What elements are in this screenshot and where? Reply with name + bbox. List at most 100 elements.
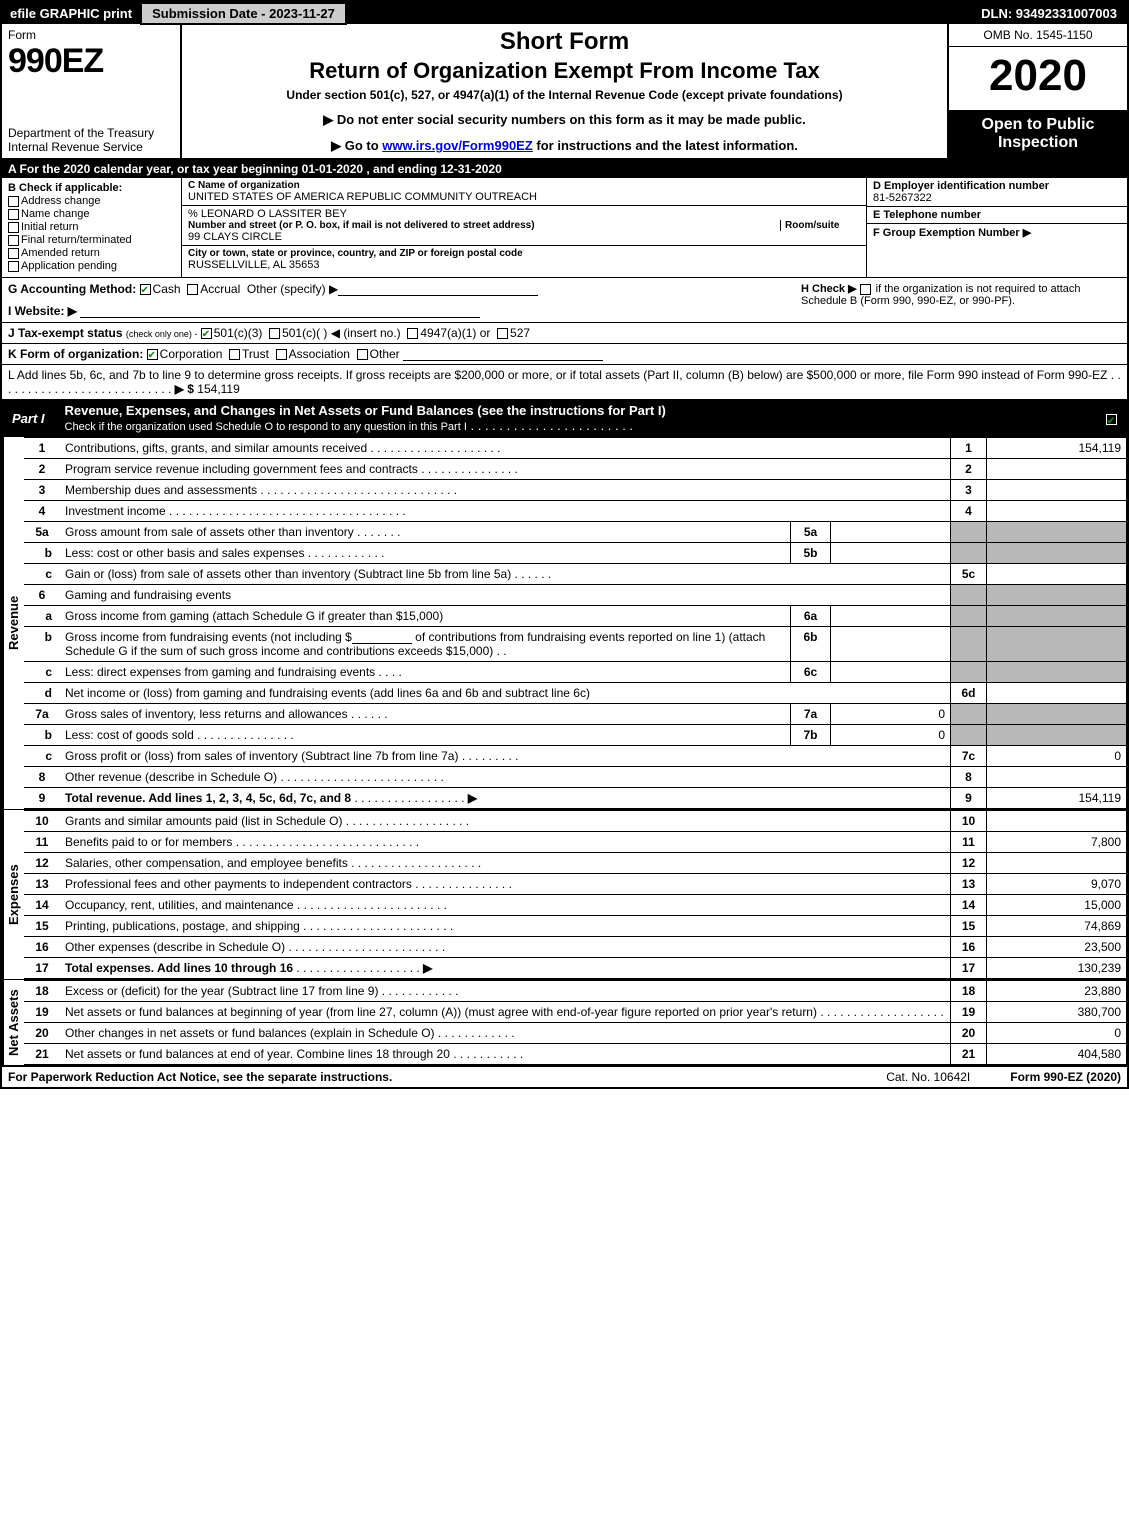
line-5a-value [831, 522, 951, 543]
box-d-e-f: D Employer identification number 81-5267… [867, 178, 1127, 277]
line-6: 6Gaming and fundraising events [24, 585, 1127, 606]
part-1-check[interactable] [1097, 411, 1127, 426]
line-9: 9Total revenue. Add lines 1, 2, 3, 4, 5c… [24, 788, 1127, 809]
check-application-pending[interactable]: Application pending [8, 260, 175, 272]
i-label: I Website: ▶ [8, 304, 77, 318]
city-state-zip: RUSSELLVILLE, AL 35653 [188, 259, 860, 271]
street-address: 99 CLAYS CIRCLE [188, 231, 860, 243]
line-4-value [987, 501, 1127, 522]
line-6c-value [831, 662, 951, 683]
line-11: 11Benefits paid to or for members . . . … [24, 832, 1127, 853]
l-text: L Add lines 5b, 6c, and 7b to line 9 to … [8, 368, 1107, 382]
check-initial-return[interactable]: Initial return [8, 221, 175, 233]
page-footer: For Paperwork Reduction Act Notice, see … [2, 1065, 1127, 1087]
website-input[interactable] [80, 304, 480, 318]
check-527[interactable] [497, 328, 508, 339]
line-6c: cLess: direct expenses from gaming and f… [24, 662, 1127, 683]
line-6d: dNet income or (loss) from gaming and fu… [24, 683, 1127, 704]
form-container: efile GRAPHIC print Submission Date - 20… [0, 0, 1129, 1089]
line-7c: cGross profit or (loss) from sales of in… [24, 746, 1127, 767]
check-4947[interactable] [407, 328, 418, 339]
line-5b-value [831, 543, 951, 564]
section-a: A For the 2020 calendar year, or tax yea… [2, 160, 1127, 178]
efile-label: efile GRAPHIC print [2, 4, 140, 23]
check-name-change[interactable]: Name change [8, 208, 175, 220]
d-label: D Employer identification number [873, 180, 1121, 192]
check-501c3[interactable] [201, 328, 212, 339]
c-name-label: C Name of organization [188, 180, 860, 191]
row-g: G Accounting Method: Cash Accrual Other … [8, 282, 801, 318]
line-4: 4Investment income . . . . . . . . . . .… [24, 501, 1127, 522]
line-12: 12Salaries, other compensation, and empl… [24, 853, 1127, 874]
line-7c-value: 0 [987, 746, 1127, 767]
line-13-value: 9,070 [987, 874, 1127, 895]
net-assets-vert-label: Net Assets [2, 980, 24, 1065]
check-corporation[interactable] [147, 349, 158, 360]
check-trust[interactable] [229, 349, 240, 360]
line-18: 18Excess or (deficit) for the year (Subt… [24, 981, 1127, 1002]
line-5c-value [987, 564, 1127, 585]
part-1-header: Part I Revenue, Expenses, and Changes in… [2, 400, 1127, 436]
line-16-value: 23,500 [987, 937, 1127, 958]
identity-block: B Check if applicable: Address change Na… [2, 178, 1127, 278]
header-left: Form 990EZ Department of the Treasury In… [2, 24, 182, 158]
form-word: Form [8, 28, 174, 42]
revenue-section: Revenue 1Contributions, gifts, grants, a… [2, 436, 1127, 809]
h-label: H Check ▶ [801, 283, 857, 295]
expenses-vert-label: Expenses [2, 810, 24, 979]
cat-no: Cat. No. 10642I [846, 1070, 1010, 1084]
line-7b: bLess: cost of goods sold . . . . . . . … [24, 725, 1127, 746]
row-l: L Add lines 5b, 6c, and 7b to line 9 to … [2, 365, 1127, 400]
line-2-value [987, 459, 1127, 480]
line-15-value: 74,869 [987, 916, 1127, 937]
check-accrual[interactable] [187, 284, 198, 295]
line-1-value: 154,119 [987, 438, 1127, 459]
check-amended-return[interactable]: Amended return [8, 247, 175, 259]
instruction-1: ▶ Do not enter social security numbers o… [192, 112, 937, 128]
line-1: 1Contributions, gifts, grants, and simil… [24, 438, 1127, 459]
line-13: 13Professional fees and other payments t… [24, 874, 1127, 895]
city-label: City or town, state or province, country… [188, 248, 860, 259]
j-sub: (check only one) - [126, 329, 198, 339]
line-6b-amount-input[interactable] [352, 630, 412, 644]
care-of: % LEONARD O LASSITER BEY [188, 208, 860, 220]
line-16: 16Other expenses (describe in Schedule O… [24, 937, 1127, 958]
line-10: 10Grants and similar amounts paid (list … [24, 811, 1127, 832]
check-final-return[interactable]: Final return/terminated [8, 234, 175, 246]
other-org-input[interactable] [403, 347, 603, 361]
check-other-org[interactable] [357, 349, 368, 360]
submission-date: Submission Date - 2023-11-27 [140, 2, 347, 25]
line-3-value [987, 480, 1127, 501]
k-label: K Form of organization: [8, 347, 143, 361]
top-bar: efile GRAPHIC print Submission Date - 20… [2, 2, 1127, 24]
line-14-value: 15,000 [987, 895, 1127, 916]
box-c: C Name of organization UNITED STATES OF … [182, 178, 867, 277]
instr2-pre: ▶ Go to [331, 138, 382, 153]
line-19-value: 380,700 [987, 1002, 1127, 1023]
header-right: OMB No. 1545-1150 2020 Open to Public In… [947, 24, 1127, 158]
check-schedule-b[interactable] [860, 284, 871, 295]
line-6a: aGross income from gaming (attach Schedu… [24, 606, 1127, 627]
line-5c: cGain or (loss) from sale of assets othe… [24, 564, 1127, 585]
line-17: 17Total expenses. Add lines 10 through 1… [24, 958, 1127, 979]
org-name: UNITED STATES OF AMERICA REPUBLIC COMMUN… [188, 191, 860, 203]
line-20-value: 0 [987, 1023, 1127, 1044]
check-501c[interactable] [269, 328, 280, 339]
line-11-value: 7,800 [987, 832, 1127, 853]
open-public-badge: Open to Public Inspection [949, 110, 1127, 158]
line-2: 2Program service revenue including gover… [24, 459, 1127, 480]
check-address-change[interactable]: Address change [8, 195, 175, 207]
part-1-title: Revenue, Expenses, and Changes in Net As… [65, 400, 1097, 436]
check-association[interactable] [276, 349, 287, 360]
line-6b: bGross income from fundraising events (n… [24, 627, 1127, 662]
net-assets-section: Net Assets 18Excess or (deficit) for the… [2, 979, 1127, 1065]
row-j: J Tax-exempt status (check only one) - 5… [2, 323, 1127, 344]
instr2-post: for instructions and the latest informat… [533, 138, 798, 153]
other-specify-input[interactable] [338, 282, 538, 296]
l-amount: 154,119 [197, 382, 240, 396]
l-arrow: ▶ $ [175, 382, 194, 396]
check-cash[interactable] [140, 284, 151, 295]
line-21-value: 404,580 [987, 1044, 1127, 1065]
irs-link[interactable]: www.irs.gov/Form990EZ [382, 138, 533, 153]
form-header: Form 990EZ Department of the Treasury In… [2, 24, 1127, 160]
